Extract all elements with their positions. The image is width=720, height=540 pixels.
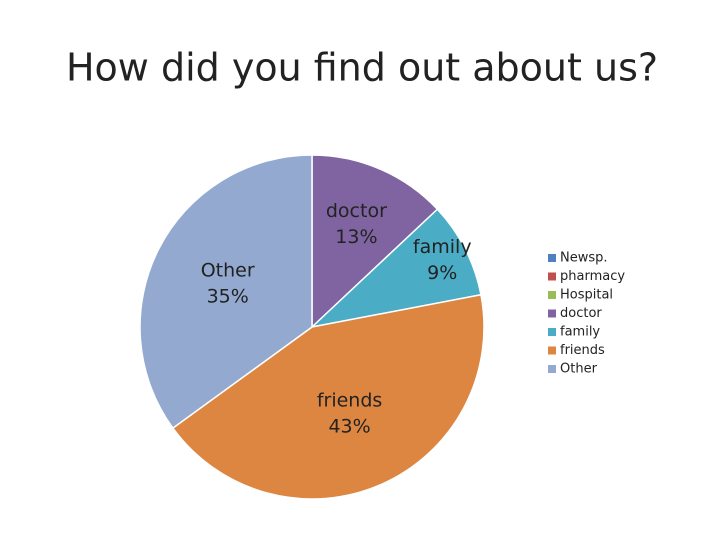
slice-category-label: friends [317, 389, 382, 411]
data-label: 13% [335, 226, 377, 248]
legend-label: Hospital [560, 288, 613, 303]
slice-category-label: family [413, 236, 472, 258]
pie-slice [171, 293, 485, 500]
legend-label: Other [560, 362, 598, 377]
legend-swatch [548, 328, 556, 336]
legend-label: doctor [560, 306, 602, 321]
legend-swatch [548, 365, 556, 373]
slice-category-label: Other [201, 260, 255, 282]
legend-label: Newsp. [560, 251, 608, 266]
legend-swatch [548, 346, 556, 355]
data-label: 35% [207, 286, 249, 308]
slice-category-label: doctor [326, 200, 387, 222]
legend-swatch [548, 254, 556, 262]
data-label: 9% [427, 262, 457, 284]
legend-label: friends [560, 343, 605, 358]
pie-slice [309, 208, 482, 329]
pie-slice [139, 154, 313, 430]
chart-title: How did you find out about us? [66, 46, 658, 90]
legend-swatch [548, 309, 556, 318]
legend-label: pharmacy [560, 269, 625, 284]
legend-swatch [548, 291, 556, 299]
legend-swatch [548, 272, 556, 281]
data-label: 43% [328, 415, 370, 437]
legend-label: family [560, 325, 600, 340]
pie-slice [311, 154, 439, 329]
